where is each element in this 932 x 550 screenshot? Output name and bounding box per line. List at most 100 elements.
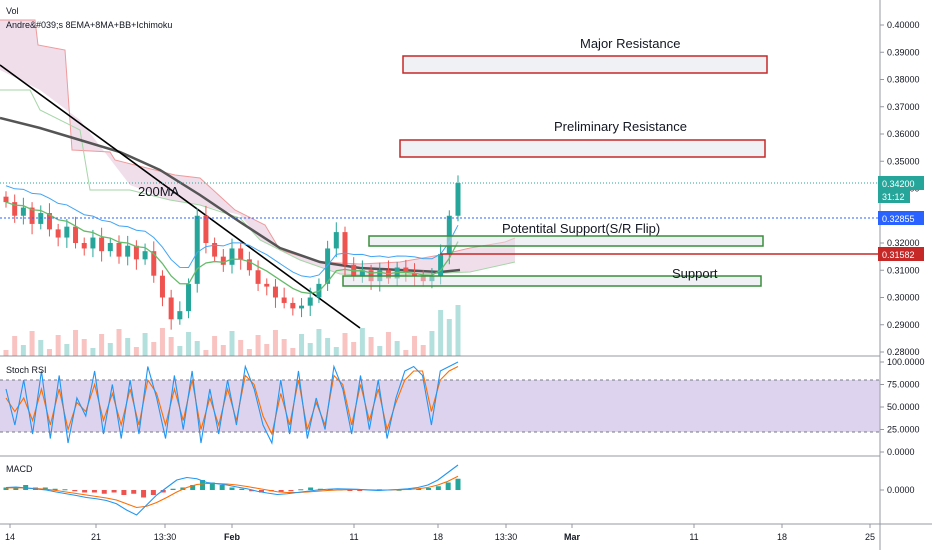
time-tick-label: 25 <box>865 532 875 542</box>
candle-body <box>81 243 87 249</box>
macd-histogram-bar <box>347 490 353 491</box>
candle-body <box>90 237 96 249</box>
candle-body <box>12 202 18 216</box>
candle-body <box>116 243 122 257</box>
price-tick-label: 0.29000 <box>887 320 920 330</box>
volume-bar <box>12 336 18 356</box>
volume-bar <box>246 349 252 356</box>
macd-signal-line <box>5 475 459 509</box>
volume-title: Vol <box>6 6 19 16</box>
volume-bar <box>368 337 374 356</box>
price-tick-label: 0.28000 <box>887 347 920 357</box>
time-tick-label: 18 <box>777 532 787 542</box>
macd-histogram-bar <box>141 490 147 498</box>
macd-tick-label: 0.0000 <box>887 485 915 495</box>
candle-body <box>359 270 365 276</box>
macd-histogram <box>3 478 461 498</box>
volume-bar <box>229 331 235 356</box>
candle-body <box>264 283 270 287</box>
major-resistance-label: Major Resistance <box>580 36 680 51</box>
support-zone[interactable] <box>342 275 762 287</box>
macd-line <box>5 464 459 516</box>
macd-histogram-bar <box>160 490 166 493</box>
candle-body <box>246 259 252 271</box>
volume-bars <box>3 305 461 356</box>
indicators-title: Andre&#039;s 8EMA+8MA+BB+Ichimoku <box>6 20 172 30</box>
volume-bar <box>385 332 391 356</box>
macd-histogram-bar <box>357 490 363 491</box>
candle-body <box>212 243 218 257</box>
volume-bar <box>333 347 339 356</box>
price-tick-label: 0.36000 <box>887 129 920 139</box>
stoch-k-line <box>5 361 459 445</box>
time-tick-label: 13:30 <box>495 532 518 542</box>
cloud-span-b <box>0 89 516 277</box>
macd-histogram-bar <box>150 490 156 495</box>
volume-bar <box>377 346 383 356</box>
macd-histogram-bar <box>416 488 422 490</box>
candle-body <box>107 243 113 252</box>
macd-histogram-bar <box>288 490 294 492</box>
macd-histogram-bar <box>200 480 206 490</box>
candle-body <box>255 270 261 284</box>
price-tick-label: 0.32000 <box>887 238 920 248</box>
candle-body <box>29 207 35 224</box>
potential-support-label: Potentital Support(S/R Flip) <box>502 221 660 236</box>
macd-histogram-bar <box>131 490 137 494</box>
volume-bar <box>316 329 322 356</box>
candle-body <box>3 196 9 203</box>
stoch-tick-label: 75.0000 <box>887 380 920 390</box>
volume-bar <box>116 329 122 356</box>
last-price-badge <box>878 176 924 190</box>
stoch-tick-label: 25.0000 <box>887 425 920 435</box>
volume-bar <box>151 342 157 356</box>
macd-histogram-bar <box>239 488 245 490</box>
candle-body <box>168 297 174 320</box>
volume-bar <box>133 347 139 356</box>
volume-bar <box>264 344 270 356</box>
macd-title: MACD <box>6 464 33 474</box>
candle-body <box>151 251 157 276</box>
candle-body <box>238 248 244 260</box>
stoch-tick-label: 50.0000 <box>887 402 920 412</box>
volume-bar <box>107 343 113 356</box>
time-tick-label: 18 <box>433 532 443 542</box>
preliminary-resistance-zone[interactable] <box>399 139 766 158</box>
price-tick-label: 0.40000 <box>887 20 920 30</box>
macd-histogram-bar <box>3 487 9 490</box>
candle-body <box>133 245 139 260</box>
volume-bar <box>455 305 461 356</box>
time-tick-label: 13:30 <box>154 532 177 542</box>
candle-body <box>186 283 192 312</box>
preliminary-resistance-label: Preliminary Resistance <box>554 119 687 134</box>
price-tick-label: 0.39000 <box>887 47 920 57</box>
macd-histogram-bar <box>229 487 235 490</box>
price-tick-label: 0.38000 <box>887 75 920 85</box>
volume-bar <box>359 328 365 356</box>
time-tick-label: Mar <box>564 532 581 542</box>
volume-bar <box>403 350 409 356</box>
volume-bar <box>325 338 331 356</box>
macd-histogram-bar <box>426 488 432 490</box>
candle-body <box>125 245 131 257</box>
macd-histogram-bar <box>209 482 215 490</box>
volume-bar <box>64 344 70 356</box>
volume-bar <box>299 334 305 356</box>
stoch-tick-label: 100.0000 <box>887 357 925 367</box>
candle-body <box>290 302 296 309</box>
potential-support-zone[interactable] <box>368 235 764 247</box>
volume-bar <box>3 350 9 356</box>
candle-body <box>281 297 287 303</box>
volume-bar <box>429 331 435 356</box>
volume-bar <box>281 339 287 356</box>
volume-bar <box>159 328 165 356</box>
volume-bar <box>212 336 218 356</box>
volume-bar <box>307 343 313 356</box>
time-tick-label: 14 <box>5 532 15 542</box>
macd-histogram-bar <box>62 489 68 491</box>
macd-histogram-bar <box>13 487 19 490</box>
major-resistance-zone[interactable] <box>402 55 768 74</box>
time-axis: 14 21 13:30 Feb 11 18 13:30 Mar 11 18 25 <box>5 524 875 542</box>
support-label: Support <box>672 266 718 281</box>
